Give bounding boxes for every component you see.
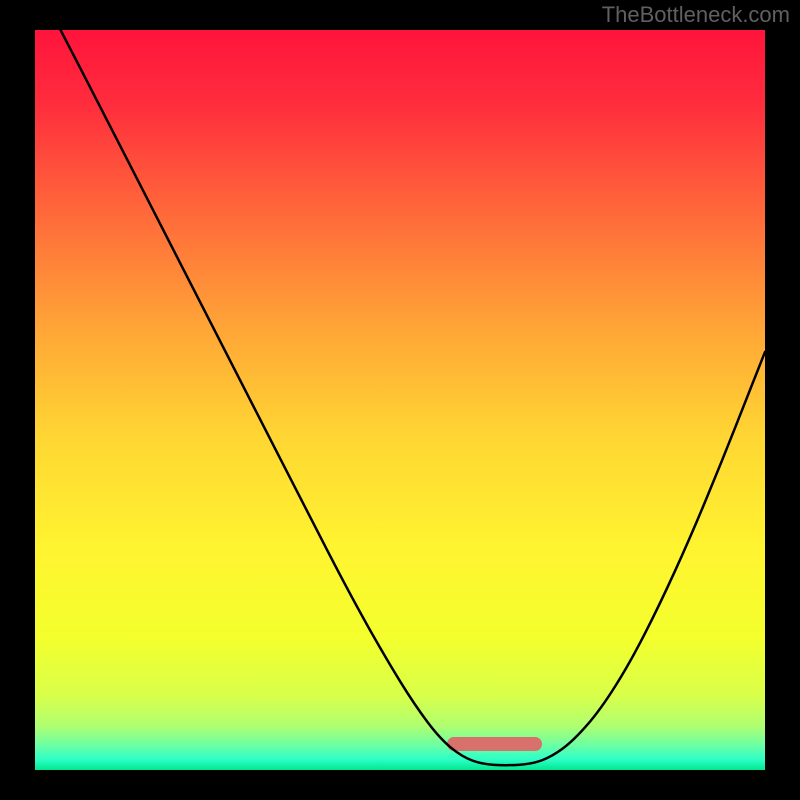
bottleneck-curve bbox=[35, 30, 765, 770]
plot-area bbox=[35, 30, 765, 770]
chart-container: TheBottleneck.com bbox=[0, 0, 800, 800]
watermark-text: TheBottleneck.com bbox=[602, 2, 790, 28]
